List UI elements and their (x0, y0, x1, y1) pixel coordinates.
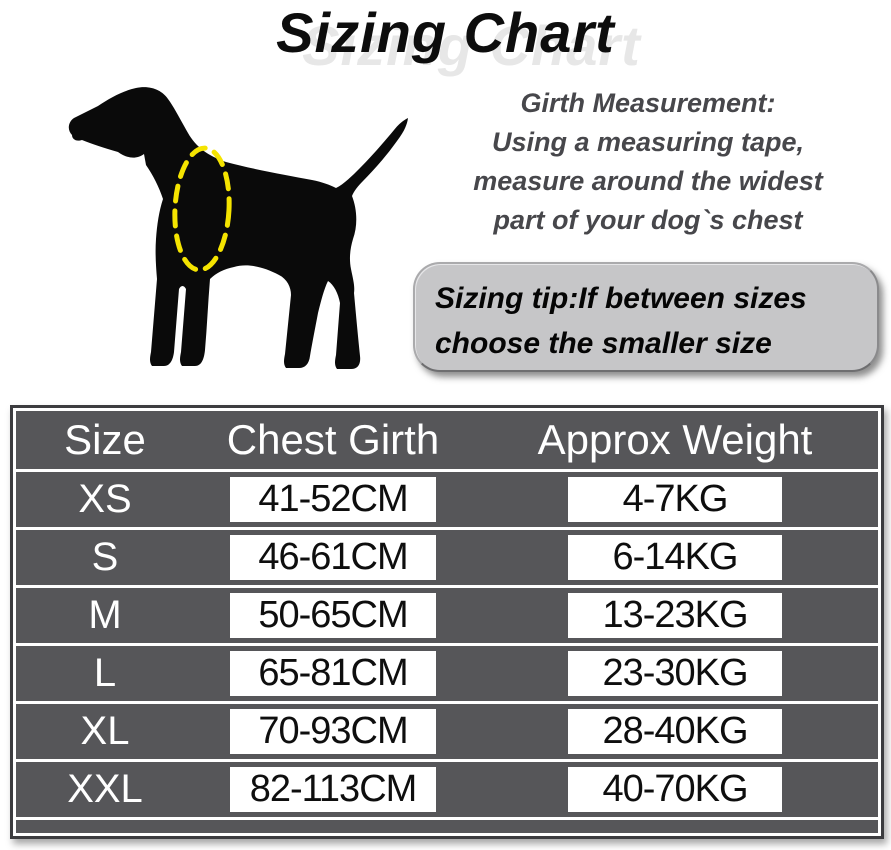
chest-girth-value: 50-65CM (230, 593, 436, 638)
table-row: XS 41-52CM 4-7KG (16, 472, 878, 527)
dog-illustration-svg (68, 87, 408, 369)
girth-measurement-ellipse-icon (172, 145, 232, 273)
table-row: M 50-65CM 13-23KG (16, 588, 878, 643)
girth-note-line: part of your dog`s chest (493, 205, 803, 235)
header-chest-girth: Chest Girth (226, 416, 440, 463)
size-label: L (93, 651, 117, 695)
size-table: Size Chest Girth Approx Weight XS 41-52C… (10, 405, 884, 839)
girth-measurement-note: Girth Measurement: Using a measuring tap… (413, 84, 883, 240)
size-label: XS (78, 477, 132, 521)
girth-note-heading: Girth Measurement: (520, 88, 776, 118)
chest-girth-value: 82-113CM (230, 767, 436, 812)
chest-girth-value: 41-52CM (230, 477, 436, 522)
weight-value: 28-40KG (568, 709, 782, 754)
page-title: Sizing Chart (276, 1, 615, 64)
sizing-tip-line: choose the smaller size (435, 327, 772, 360)
size-label: M (88, 593, 122, 637)
girth-note-line: measure around the widest (473, 166, 823, 196)
size-table-header-row: Size Chest Girth Approx Weight (16, 411, 878, 469)
sizing-tip-box: Sizing tip:If between sizes choose the s… (413, 262, 879, 372)
weight-value: 13-23KG (568, 593, 782, 638)
table-row: XL 70-93CM 28-40KG (16, 704, 878, 759)
size-label: XL (80, 709, 130, 753)
dog-illustration (60, 75, 420, 395)
weight-value: 40-70KG (568, 767, 782, 812)
header-size: Size (64, 416, 146, 463)
girth-note-line: Using a measuring tape, (491, 127, 805, 157)
table-row: XXL 82-113CM 40-70KG (16, 762, 878, 817)
chest-girth-value: 46-61CM (230, 535, 436, 580)
size-label: S (91, 535, 119, 579)
weight-value: 23-30KG (568, 651, 782, 696)
dog-silhouette-icon (68, 87, 408, 369)
weight-value: 6-14KG (568, 535, 782, 580)
header-approx-weight: Approx Weight (537, 416, 813, 463)
weight-value: 4-7KG (568, 477, 782, 522)
size-label: XXL (67, 767, 143, 811)
table-footer-strip (16, 820, 878, 833)
sizing-tip-line: Sizing tip:If between sizes (435, 282, 807, 315)
chest-girth-value: 65-81CM (230, 651, 436, 696)
table-row: S 46-61CM 6-14KG (16, 530, 878, 585)
chest-girth-value: 70-93CM (230, 709, 436, 754)
table-row: L 65-81CM 23-30KG (16, 646, 878, 701)
